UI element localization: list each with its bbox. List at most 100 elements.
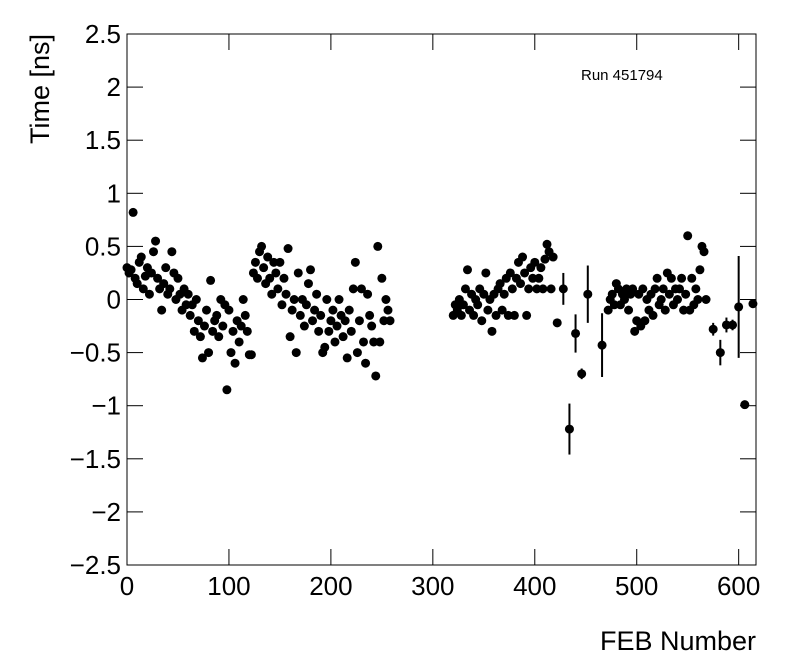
- data-point: [332, 321, 342, 331]
- data-point: [301, 300, 311, 310]
- data-point: [540, 254, 550, 264]
- data-point: [250, 257, 260, 267]
- data-point: [481, 268, 491, 278]
- y-tick-label: 2: [107, 72, 121, 102]
- y-tick-label: −1.5: [70, 444, 121, 474]
- data-point: [597, 340, 607, 350]
- data-point: [499, 289, 509, 299]
- data-point: [295, 310, 305, 320]
- data-point: [638, 284, 648, 294]
- data-point: [656, 295, 666, 304]
- data-point: [326, 316, 336, 326]
- data-point: [509, 310, 519, 320]
- data-point: [548, 252, 558, 262]
- data-point: [299, 321, 309, 331]
- y-tick-label: 1.5: [85, 125, 121, 155]
- data-point: [344, 305, 354, 315]
- data-point: [267, 289, 277, 299]
- data-point: [328, 305, 338, 315]
- data-point: [348, 284, 358, 294]
- data-point: [473, 300, 483, 310]
- data-point: [361, 358, 371, 368]
- data-point: [259, 263, 269, 273]
- data-point: [648, 310, 658, 320]
- data-point: [240, 310, 250, 320]
- data-point: [701, 295, 711, 304]
- data-point: [138, 284, 148, 294]
- data-point: [469, 310, 479, 320]
- data-point: [320, 342, 330, 352]
- data-point: [377, 273, 387, 283]
- data-point: [538, 284, 548, 294]
- data-point: [316, 310, 326, 320]
- data-point: [275, 257, 285, 267]
- x-tick-label: 100: [207, 571, 250, 601]
- data-point: [522, 310, 532, 320]
- data-point: [458, 300, 468, 310]
- data-point: [308, 316, 318, 326]
- data-point: [603, 305, 613, 315]
- data-point: [342, 353, 352, 363]
- x-tick-label: 600: [717, 571, 760, 601]
- data-point: [577, 369, 587, 379]
- data-point: [564, 424, 574, 434]
- data-point: [257, 241, 267, 251]
- data-point: [624, 305, 634, 315]
- data-point: [310, 305, 320, 315]
- data-point: [728, 320, 738, 330]
- data-point: [285, 332, 295, 342]
- data-point: [352, 348, 362, 358]
- y-tick-label: 1: [107, 178, 121, 208]
- data-point: [136, 252, 146, 262]
- data-point: [373, 241, 383, 251]
- data-point: [199, 321, 209, 331]
- data-point: [195, 332, 205, 342]
- data-point: [246, 350, 256, 360]
- data-point: [483, 305, 493, 315]
- data-point: [144, 289, 154, 299]
- data-point: [291, 348, 301, 358]
- data-point: [263, 252, 273, 262]
- data-point: [518, 252, 528, 262]
- y-tick-label: 2.5: [85, 19, 121, 49]
- data-point: [687, 273, 697, 283]
- data-point: [149, 247, 159, 257]
- data-point: [365, 310, 375, 320]
- data-point: [487, 326, 497, 336]
- x-tick-label: 300: [411, 571, 454, 601]
- data-point: [699, 247, 709, 257]
- data-point: [495, 279, 505, 289]
- data-point: [681, 289, 691, 299]
- y-tick-label: −2: [91, 497, 121, 527]
- data-point: [650, 284, 660, 294]
- data-point: [542, 239, 552, 249]
- data-point: [322, 295, 332, 304]
- data-point: [628, 284, 638, 294]
- x-tick-label: 500: [615, 571, 658, 601]
- y-tick-label: −2.5: [70, 550, 121, 580]
- data-point: [306, 265, 316, 275]
- data-point: [128, 207, 138, 217]
- data-point: [224, 305, 234, 315]
- data-point: [303, 279, 313, 289]
- data-point: [287, 305, 297, 315]
- data-point: [191, 295, 201, 304]
- data-point: [230, 358, 240, 368]
- data-point: [571, 328, 581, 338]
- data-point: [524, 284, 534, 294]
- data-point: [314, 326, 324, 336]
- data-point: [367, 321, 377, 331]
- data-point: [289, 295, 299, 304]
- x-tick-label: 0: [120, 571, 134, 601]
- data-point: [677, 273, 687, 283]
- data-point: [271, 268, 281, 278]
- y-tick-label: 0: [107, 285, 121, 315]
- data-point: [558, 284, 568, 294]
- data-point: [734, 302, 744, 312]
- data-point: [208, 326, 218, 336]
- data-point: [375, 337, 385, 347]
- data-point: [371, 371, 381, 381]
- data-point: [165, 284, 175, 294]
- data-point: [330, 337, 340, 347]
